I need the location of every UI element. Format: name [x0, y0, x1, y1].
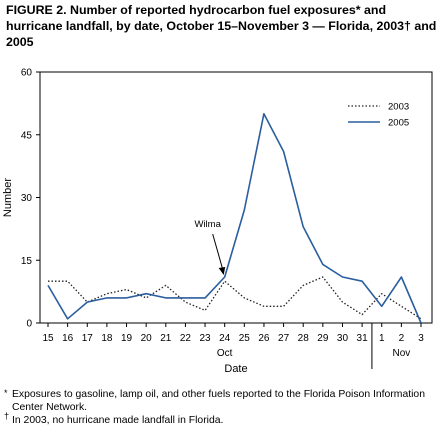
- x-axis-title: Date: [224, 363, 247, 375]
- x-tick-label: 25: [239, 333, 251, 344]
- x-tick-label: 1: [379, 333, 385, 344]
- x-tick-label: 26: [258, 333, 270, 344]
- x-tick-label: 28: [298, 333, 310, 344]
- y-tick-label: 45: [21, 130, 33, 141]
- legend-label-2005: 2005: [388, 118, 409, 129]
- y-tick-label: 60: [21, 68, 33, 79]
- footnote-mark: †: [4, 411, 10, 421]
- x-tick-label: 23: [199, 333, 211, 344]
- footnote-no-hurricane: † In 2003, no hurricane made landfall in…: [4, 411, 440, 427]
- figure-title: FIGURE 2. Number of reported hydrocarbon…: [6, 3, 437, 49]
- footnote-text: Exposures to gasoline, lamp oil, and oth…: [12, 389, 425, 413]
- x-tick-label: 24: [219, 333, 231, 344]
- x-tick-label: 16: [62, 333, 74, 344]
- month-label: Nov: [392, 348, 410, 359]
- month-label: Oct: [217, 348, 233, 359]
- annotation-arrow-head: [218, 266, 226, 275]
- y-tick-label: 0: [26, 319, 32, 330]
- x-tick-label: 20: [141, 333, 153, 344]
- y-tick-label: 15: [21, 256, 33, 267]
- y-tick-label: 30: [21, 193, 33, 204]
- x-tick-label: 3: [418, 333, 424, 344]
- x-tick-label: 2: [399, 333, 405, 344]
- series-line-2005: [47, 113, 422, 324]
- x-tick-label: 31: [357, 333, 369, 344]
- x-tick-label: 30: [337, 333, 349, 344]
- footnotes: * Exposures to gasoline, lamp oil, and o…: [4, 388, 440, 427]
- x-tick-label: 18: [101, 333, 113, 344]
- annotation-arrow-shaft: [212, 233, 224, 272]
- legend-label-2003: 2003: [388, 102, 409, 113]
- x-tick-label: 15: [42, 333, 54, 344]
- footnote-text: In 2003, no hurricane made landfall in F…: [12, 415, 224, 426]
- footnote-mark: *: [4, 388, 8, 398]
- x-tick-label: 21: [160, 333, 172, 344]
- x-tick-label: 17: [82, 333, 94, 344]
- x-tick-label: 29: [317, 333, 329, 344]
- footnote-exposures: * Exposures to gasoline, lamp oil, and o…: [4, 388, 440, 414]
- x-tick-label: 19: [121, 333, 133, 344]
- annotation-label: Wilma: [194, 219, 221, 230]
- plot-frame: [39, 71, 433, 324]
- x-tick-label: 22: [180, 333, 192, 344]
- y-axis-title: Number: [2, 178, 14, 217]
- x-tick-label: 27: [278, 333, 290, 344]
